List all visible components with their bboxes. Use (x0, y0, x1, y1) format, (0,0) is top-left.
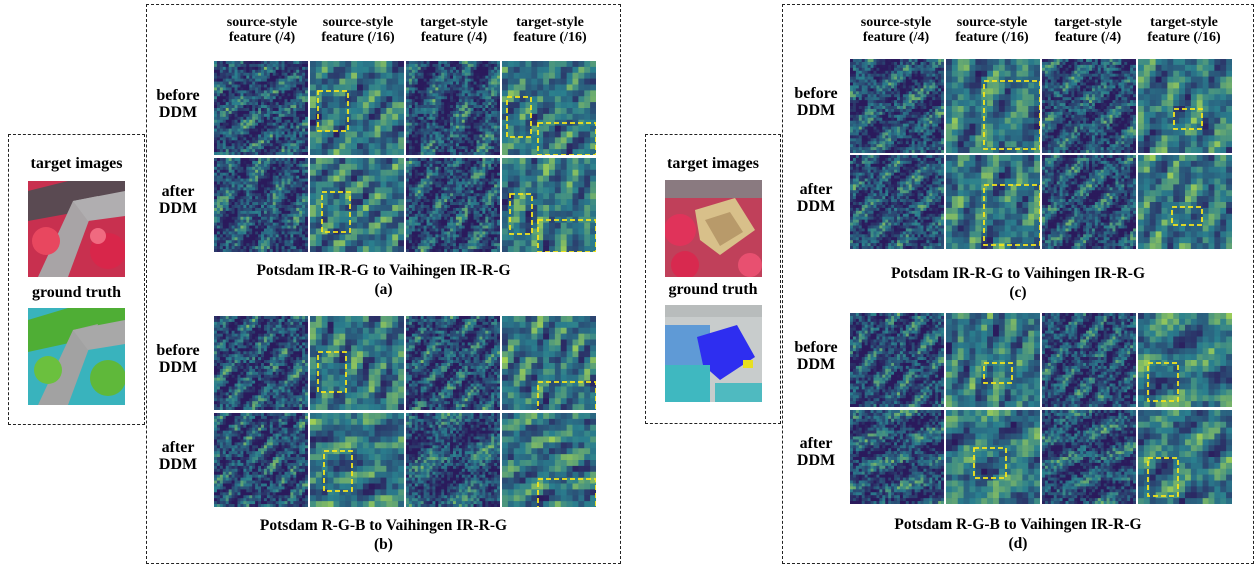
feature-map-tile (310, 413, 404, 507)
feature-map-tile (946, 410, 1040, 504)
feature-map-tile (850, 313, 944, 407)
col-header-3-cd: target-style feature (/4) (1040, 15, 1136, 45)
feature-map-tile (310, 316, 404, 410)
feature-map-tile (850, 155, 944, 249)
feature-map-tile (850, 59, 944, 153)
feature-map-tile (214, 61, 308, 155)
feature-map-tile (310, 61, 404, 155)
caption-c-label: (c) (782, 284, 1254, 301)
row-label-before-b: before DDM (146, 342, 210, 377)
feature-map-tile (1138, 155, 1232, 249)
col-header-4-cd: target-style feature (/16) (1136, 15, 1232, 45)
feature-map-tile (406, 158, 500, 252)
feature-map-tile (502, 316, 596, 410)
col-header-3-ab: target-style feature (/4) (406, 15, 502, 45)
feature-map-tile (406, 316, 500, 410)
left-ground-truth-label: ground truth (8, 284, 145, 302)
feature-map-tile (1042, 155, 1136, 249)
feature-map-tile (1042, 313, 1136, 407)
row-label-before-a: before DDM (146, 87, 210, 122)
feature-map-tile (406, 61, 500, 155)
left-ground-truth-image (28, 308, 125, 405)
caption-a-label: (a) (146, 281, 621, 298)
caption-d-label: (d) (782, 535, 1254, 552)
col-header-1-cd: source-style feature (/4) (848, 15, 944, 45)
feature-map-tile (502, 413, 596, 507)
feature-map-tile (1042, 410, 1136, 504)
feature-map-tile (1138, 313, 1232, 407)
col-header-2-ab: source-style feature (/16) (310, 15, 406, 45)
row-label-after-b: after DDM (146, 439, 210, 474)
left-target-image (28, 181, 125, 277)
row-label-after-d: after DDM (784, 435, 848, 470)
right-ground-truth-label: ground truth (645, 281, 781, 299)
right-ground-truth-image (665, 305, 762, 402)
row-label-before-c: before DDM (784, 85, 848, 120)
panel-cd-box (782, 4, 1254, 564)
col-header-2-cd: source-style feature (/16) (944, 15, 1040, 45)
caption-c: Potsdam IR-R-G to Vaihingen IR-R-G (782, 265, 1254, 282)
row-label-after-a: after DDM (146, 183, 210, 218)
feature-map-tile (1138, 59, 1232, 153)
row-label-before-d: before DDM (784, 339, 848, 374)
feature-map-tile (214, 316, 308, 410)
caption-d: Potsdam R-G-B to Vaihingen IR-R-G (782, 516, 1254, 533)
feature-map-tile (850, 410, 944, 504)
feature-map-tile (1138, 410, 1232, 504)
col-header-1-ab: source-style feature (/4) (214, 15, 310, 45)
feature-map-tile (310, 158, 404, 252)
feature-map-tile (502, 158, 596, 252)
panel-ab-box (146, 4, 621, 564)
feature-map-tile (502, 61, 596, 155)
feature-map-tile (946, 59, 1040, 153)
left-target-images-label: target images (8, 155, 145, 173)
right-image-box (645, 134, 781, 424)
feature-map-tile (946, 155, 1040, 249)
caption-b: Potsdam R-G-B to Vaihingen IR-R-G (146, 517, 621, 534)
col-header-4-ab: target-style feature (/16) (502, 15, 598, 45)
right-target-images-label: target images (645, 155, 781, 173)
caption-b-label: (b) (146, 536, 621, 553)
left-image-box (8, 134, 145, 425)
right-target-image (665, 180, 762, 277)
caption-a: Potsdam IR-R-G to Vaihingen IR-R-G (146, 262, 621, 279)
feature-map-tile (946, 313, 1040, 407)
feature-map-tile (1042, 59, 1136, 153)
feature-map-tile (214, 158, 308, 252)
feature-map-tile (406, 413, 500, 507)
row-label-after-c: after DDM (784, 181, 848, 216)
feature-map-tile (214, 413, 308, 507)
